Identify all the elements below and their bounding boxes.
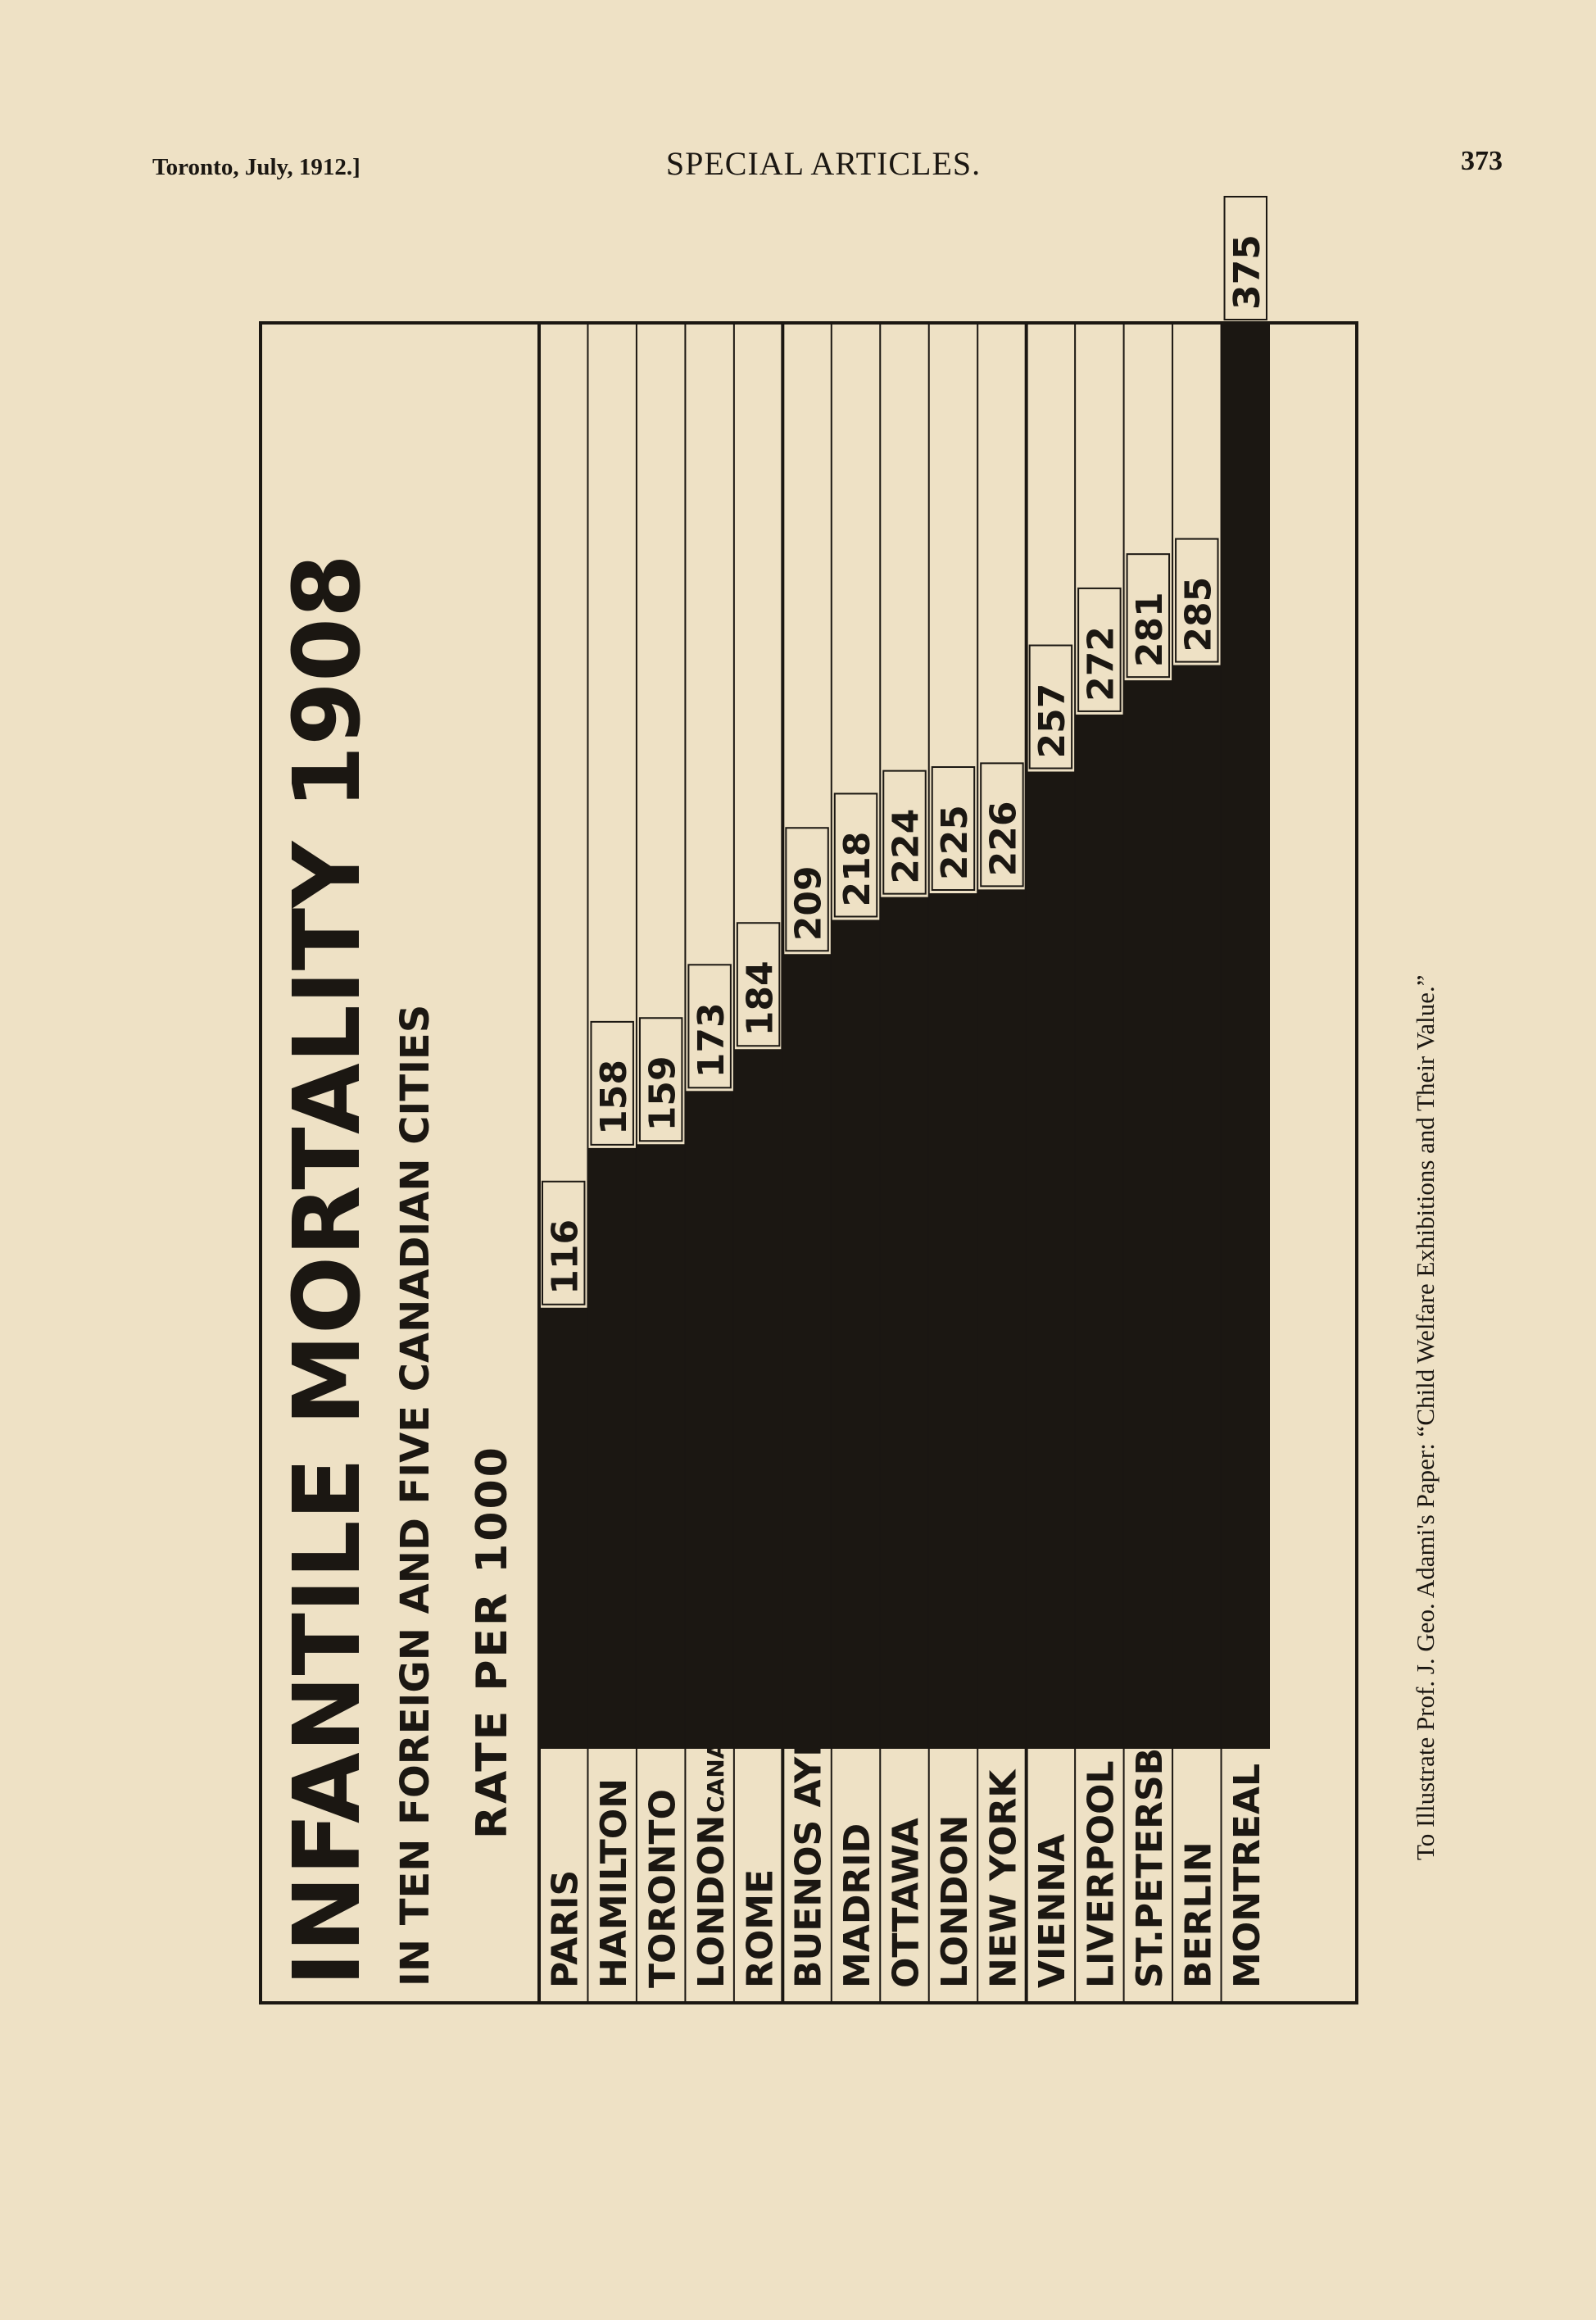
value-label: 224 [886,809,927,884]
value-label-box [882,770,927,895]
page-header: Toronto, July, 1912.] SPECIAL ARTICLES. … [0,144,1596,193]
figure-caption: To Illustrate Prof. J. Geo. Adami's Pape… [1411,974,1440,1860]
bar [1172,665,1222,1749]
category-label: BERLIN [1177,1841,1219,1988]
bar [1123,680,1173,1749]
value-label: 209 [788,865,830,941]
value-label-box [1126,553,1171,679]
value-label-box [1028,644,1073,770]
value-label: 272 [1081,626,1122,701]
chart-frame [259,321,1358,2004]
value-label: 281 [1129,592,1171,667]
value-label-box [931,766,976,891]
chart-subtitle: IN TEN FOREIGN AND FIVE CANADIAN CITIES [392,1005,438,1986]
value-label-box [638,1017,683,1142]
value-label: 375 [1226,234,1268,310]
category-label: LONDON [691,1815,732,1988]
value-label-box [736,922,781,1047]
category-label: ROME [739,1869,781,1988]
bar [539,1307,588,1749]
value-label-box [687,964,732,1089]
running-head-left: Toronto, July, 1912.] [152,154,360,180]
page-number: 373 [1461,146,1503,176]
caption-svg: To Illustrate Prof. J. Geo. Adami's Pape… [1411,974,1440,1860]
value-label-box [1223,196,1267,320]
category-label: VIENNA [1032,1834,1073,1988]
category-label: OTTAWA [886,1818,927,1988]
value-label-box [1175,538,1219,663]
chart-subtitle-rate: RATE PER 1000 [468,1445,517,1839]
value-label: 225 [934,805,976,880]
running-head-center: SPECIAL ARTICLES. [665,145,982,182]
bar [977,889,1027,1749]
caption-region: To Illustrate Prof. J. Geo. Adami's Pape… [1368,180,1467,1901]
value-label: 218 [837,832,878,907]
value-label: 184 [739,960,781,1036]
value-label: 173 [691,1002,732,1078]
bar [782,954,832,1749]
value-label-box [542,1180,586,1305]
bar [685,1091,734,1749]
category-label: MADRID [837,1823,878,1988]
value-label-box [785,827,829,952]
bar [733,1049,783,1749]
category-label: LIVERPOOL [1081,1761,1122,1989]
value-label: 257 [1032,683,1073,759]
category-label: MONTREAL [1226,1764,1268,1988]
bar [880,897,929,1749]
bar [1026,771,1076,1749]
value-label-box [833,792,878,918]
value-label-box [590,1020,634,1146]
bar [1075,714,1124,1749]
bar [636,1144,686,1749]
category-label: NEW YORK [983,1768,1025,1988]
value-label-box [1077,587,1122,712]
category-label: PARIS [544,1870,586,1988]
value-label: 116 [544,1219,586,1295]
value-label-box [980,762,1024,888]
bar [831,919,881,1749]
value-label: 285 [1177,577,1219,652]
value-label: 159 [642,1056,683,1131]
category-label: LONDON [934,1815,976,1988]
category-label: TORONTO [642,1789,683,1988]
value-label: 158 [593,1060,635,1135]
category-label: HAMILTON [593,1778,635,1988]
bar [928,893,978,1749]
value-label: 226 [983,801,1025,877]
bar [587,1147,637,1749]
chart-title: INFANTILE MORTALITY 1908 [274,554,381,1986]
bar [1221,323,1270,1749]
